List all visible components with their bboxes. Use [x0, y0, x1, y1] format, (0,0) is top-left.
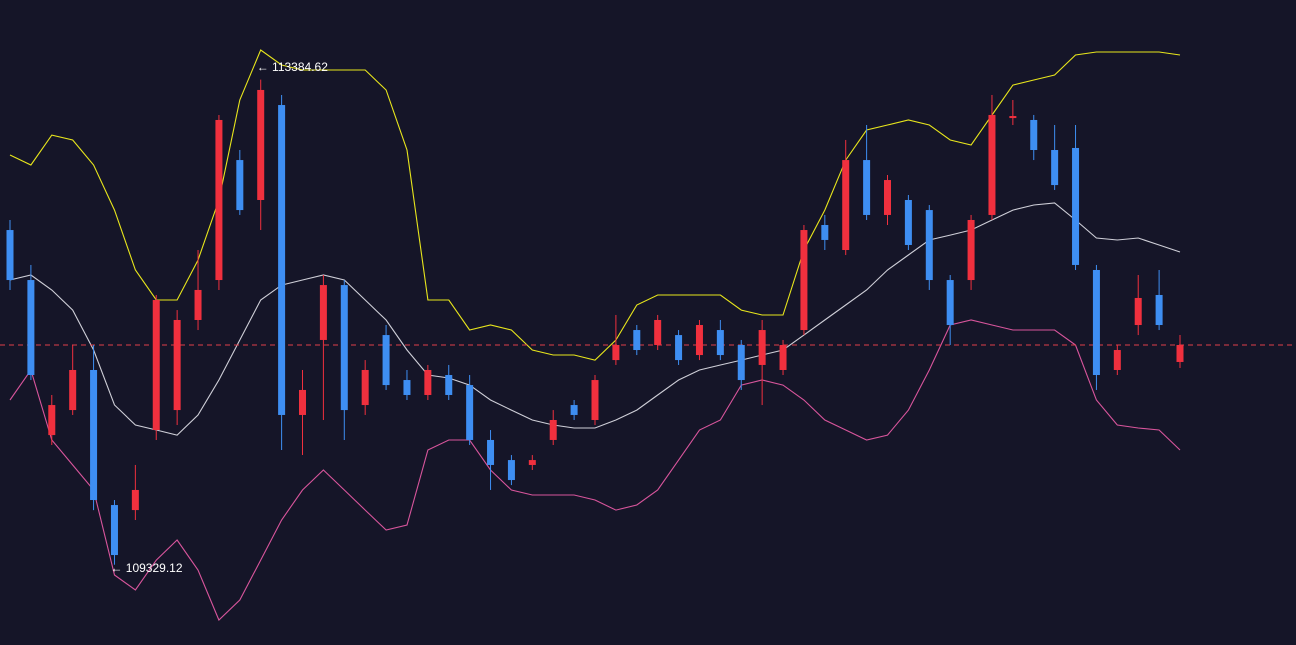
candle-body — [884, 180, 891, 215]
candle-body — [215, 119, 223, 281]
candle-body — [1155, 294, 1163, 326]
candle-body — [1030, 119, 1038, 151]
candle-body — [967, 219, 975, 281]
price-annotation: ← 113384.62 — [257, 60, 328, 74]
candle-body — [1072, 147, 1080, 265]
candle-body — [403, 380, 411, 395]
candle-body — [487, 439, 495, 465]
candle-body — [6, 230, 14, 281]
candle-body — [194, 289, 202, 320]
candle-body — [716, 330, 724, 356]
candle-body — [1092, 269, 1100, 376]
candle-body — [1113, 350, 1121, 370]
candle-body — [299, 389, 306, 415]
candle-body — [131, 489, 139, 511]
candle-body — [612, 344, 620, 361]
candle-body — [904, 200, 912, 245]
candle-body — [946, 280, 954, 326]
candle-body — [278, 105, 286, 415]
candle-body — [90, 369, 98, 501]
candle-body — [1009, 116, 1017, 119]
candle-body — [695, 325, 703, 356]
candle-body — [675, 335, 683, 361]
candle-body — [507, 460, 515, 481]
candle-body — [800, 230, 808, 331]
candle-body — [758, 330, 766, 365]
candle-body — [1176, 344, 1184, 362]
candle-body — [654, 319, 662, 345]
candle-body — [591, 380, 599, 420]
candle-body — [27, 280, 35, 376]
candle-body — [48, 405, 56, 436]
candle-body — [445, 375, 453, 395]
candle-body — [988, 114, 996, 215]
candle-body — [925, 210, 933, 281]
candle-body — [779, 344, 787, 370]
candle-body — [361, 369, 369, 406]
candle-body — [863, 160, 871, 215]
band-upper — [9, 49, 1181, 361]
candle-body — [340, 285, 348, 411]
candle-body — [570, 405, 578, 415]
price-annotation: ← 109329.12 — [110, 561, 182, 575]
candle-body — [173, 319, 181, 411]
candle-body — [257, 89, 265, 201]
band-middle — [9, 202, 1181, 436]
candle-body — [633, 330, 641, 351]
candle-body — [382, 335, 390, 386]
band-lower — [9, 319, 1181, 621]
candle-body — [1051, 150, 1059, 186]
candle-body — [69, 369, 77, 411]
candle-body — [466, 385, 474, 440]
candle-body — [319, 285, 327, 340]
candle-body — [236, 160, 244, 211]
candle-body — [1134, 297, 1142, 326]
candle-body — [737, 344, 745, 381]
candle-body — [110, 505, 118, 556]
candle-body — [424, 369, 432, 395]
candle-body — [549, 419, 557, 440]
candle-body — [152, 300, 160, 431]
candle-body — [821, 225, 829, 240]
candle-body — [528, 460, 536, 465]
candle-body — [842, 160, 850, 251]
